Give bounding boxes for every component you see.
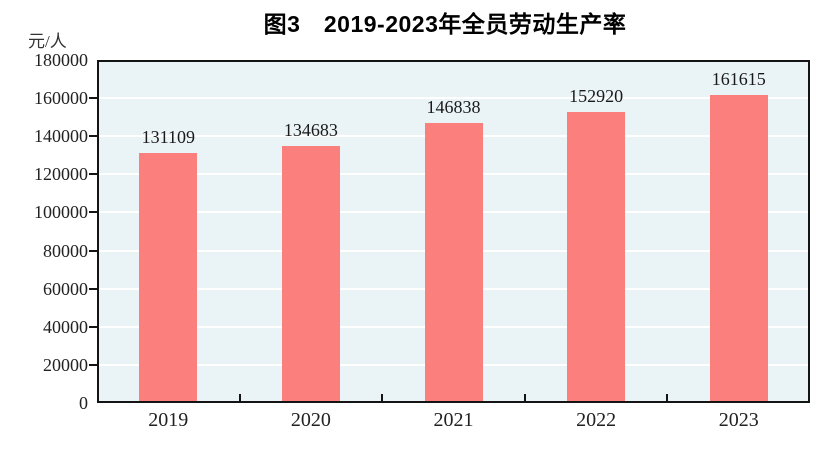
x-axis-tick-mark — [666, 394, 669, 403]
bar-value-label: 134683 — [283, 120, 338, 141]
y-axis-tick-label: 20000 — [43, 354, 88, 375]
bar-2021 — [424, 123, 483, 403]
y-axis-tick-label: 140000 — [34, 126, 88, 147]
x-axis-tick-label: 2019 — [148, 409, 189, 431]
y-axis-tick-label: 160000 — [34, 88, 88, 109]
bar-2023 — [709, 95, 768, 403]
x-axis-tick-mark — [523, 394, 526, 403]
y-axis-tick-mark — [89, 97, 97, 100]
y-axis-tick-label: 0 — [79, 393, 88, 413]
bar-value-label: 152920 — [569, 85, 624, 106]
x-axis-tick-label: 2022 — [576, 409, 617, 431]
y-axis-tick-mark — [89, 363, 97, 366]
bar-2019 — [139, 153, 198, 403]
y-axis-tick-label: 100000 — [34, 202, 88, 223]
y-axis-tick-label: 120000 — [34, 164, 88, 185]
gridline — [97, 97, 810, 100]
x-axis-tick-mark — [381, 394, 384, 403]
y-axis-tick-mark — [89, 287, 97, 290]
y-axis-tick-label: 40000 — [43, 316, 88, 337]
bar-value-label: 146838 — [426, 97, 481, 118]
x-axis-tick-mark — [238, 394, 241, 403]
chart-title: 图3 2019-2023年全员劳动生产率 — [263, 11, 627, 37]
y-axis-tick-mark — [89, 211, 97, 214]
x-axis-tick-label: 2023 — [718, 409, 759, 431]
y-axis-tick-mark — [89, 249, 97, 252]
y-axis-tick-mark — [89, 325, 97, 328]
x-axis-tick-label: 2020 — [290, 409, 331, 431]
y-axis-tick-mark — [89, 173, 97, 176]
y-axis-unit-label: 元/人 — [28, 32, 67, 51]
bars-layer — [97, 60, 810, 403]
bar-value-label: 161615 — [711, 69, 766, 90]
y-axis-tick-label: 60000 — [43, 278, 88, 299]
y-axis-tick-mark — [89, 135, 97, 138]
y-axis-tick-label: 180000 — [34, 50, 88, 70]
bar-value-label: 131109 — [141, 127, 195, 148]
bar-2022 — [567, 111, 626, 403]
plot-area — [97, 60, 810, 403]
x-axis-tick-label: 2021 — [433, 409, 474, 431]
y-axis-tick-label: 80000 — [43, 240, 88, 261]
bar-2020 — [281, 146, 340, 403]
